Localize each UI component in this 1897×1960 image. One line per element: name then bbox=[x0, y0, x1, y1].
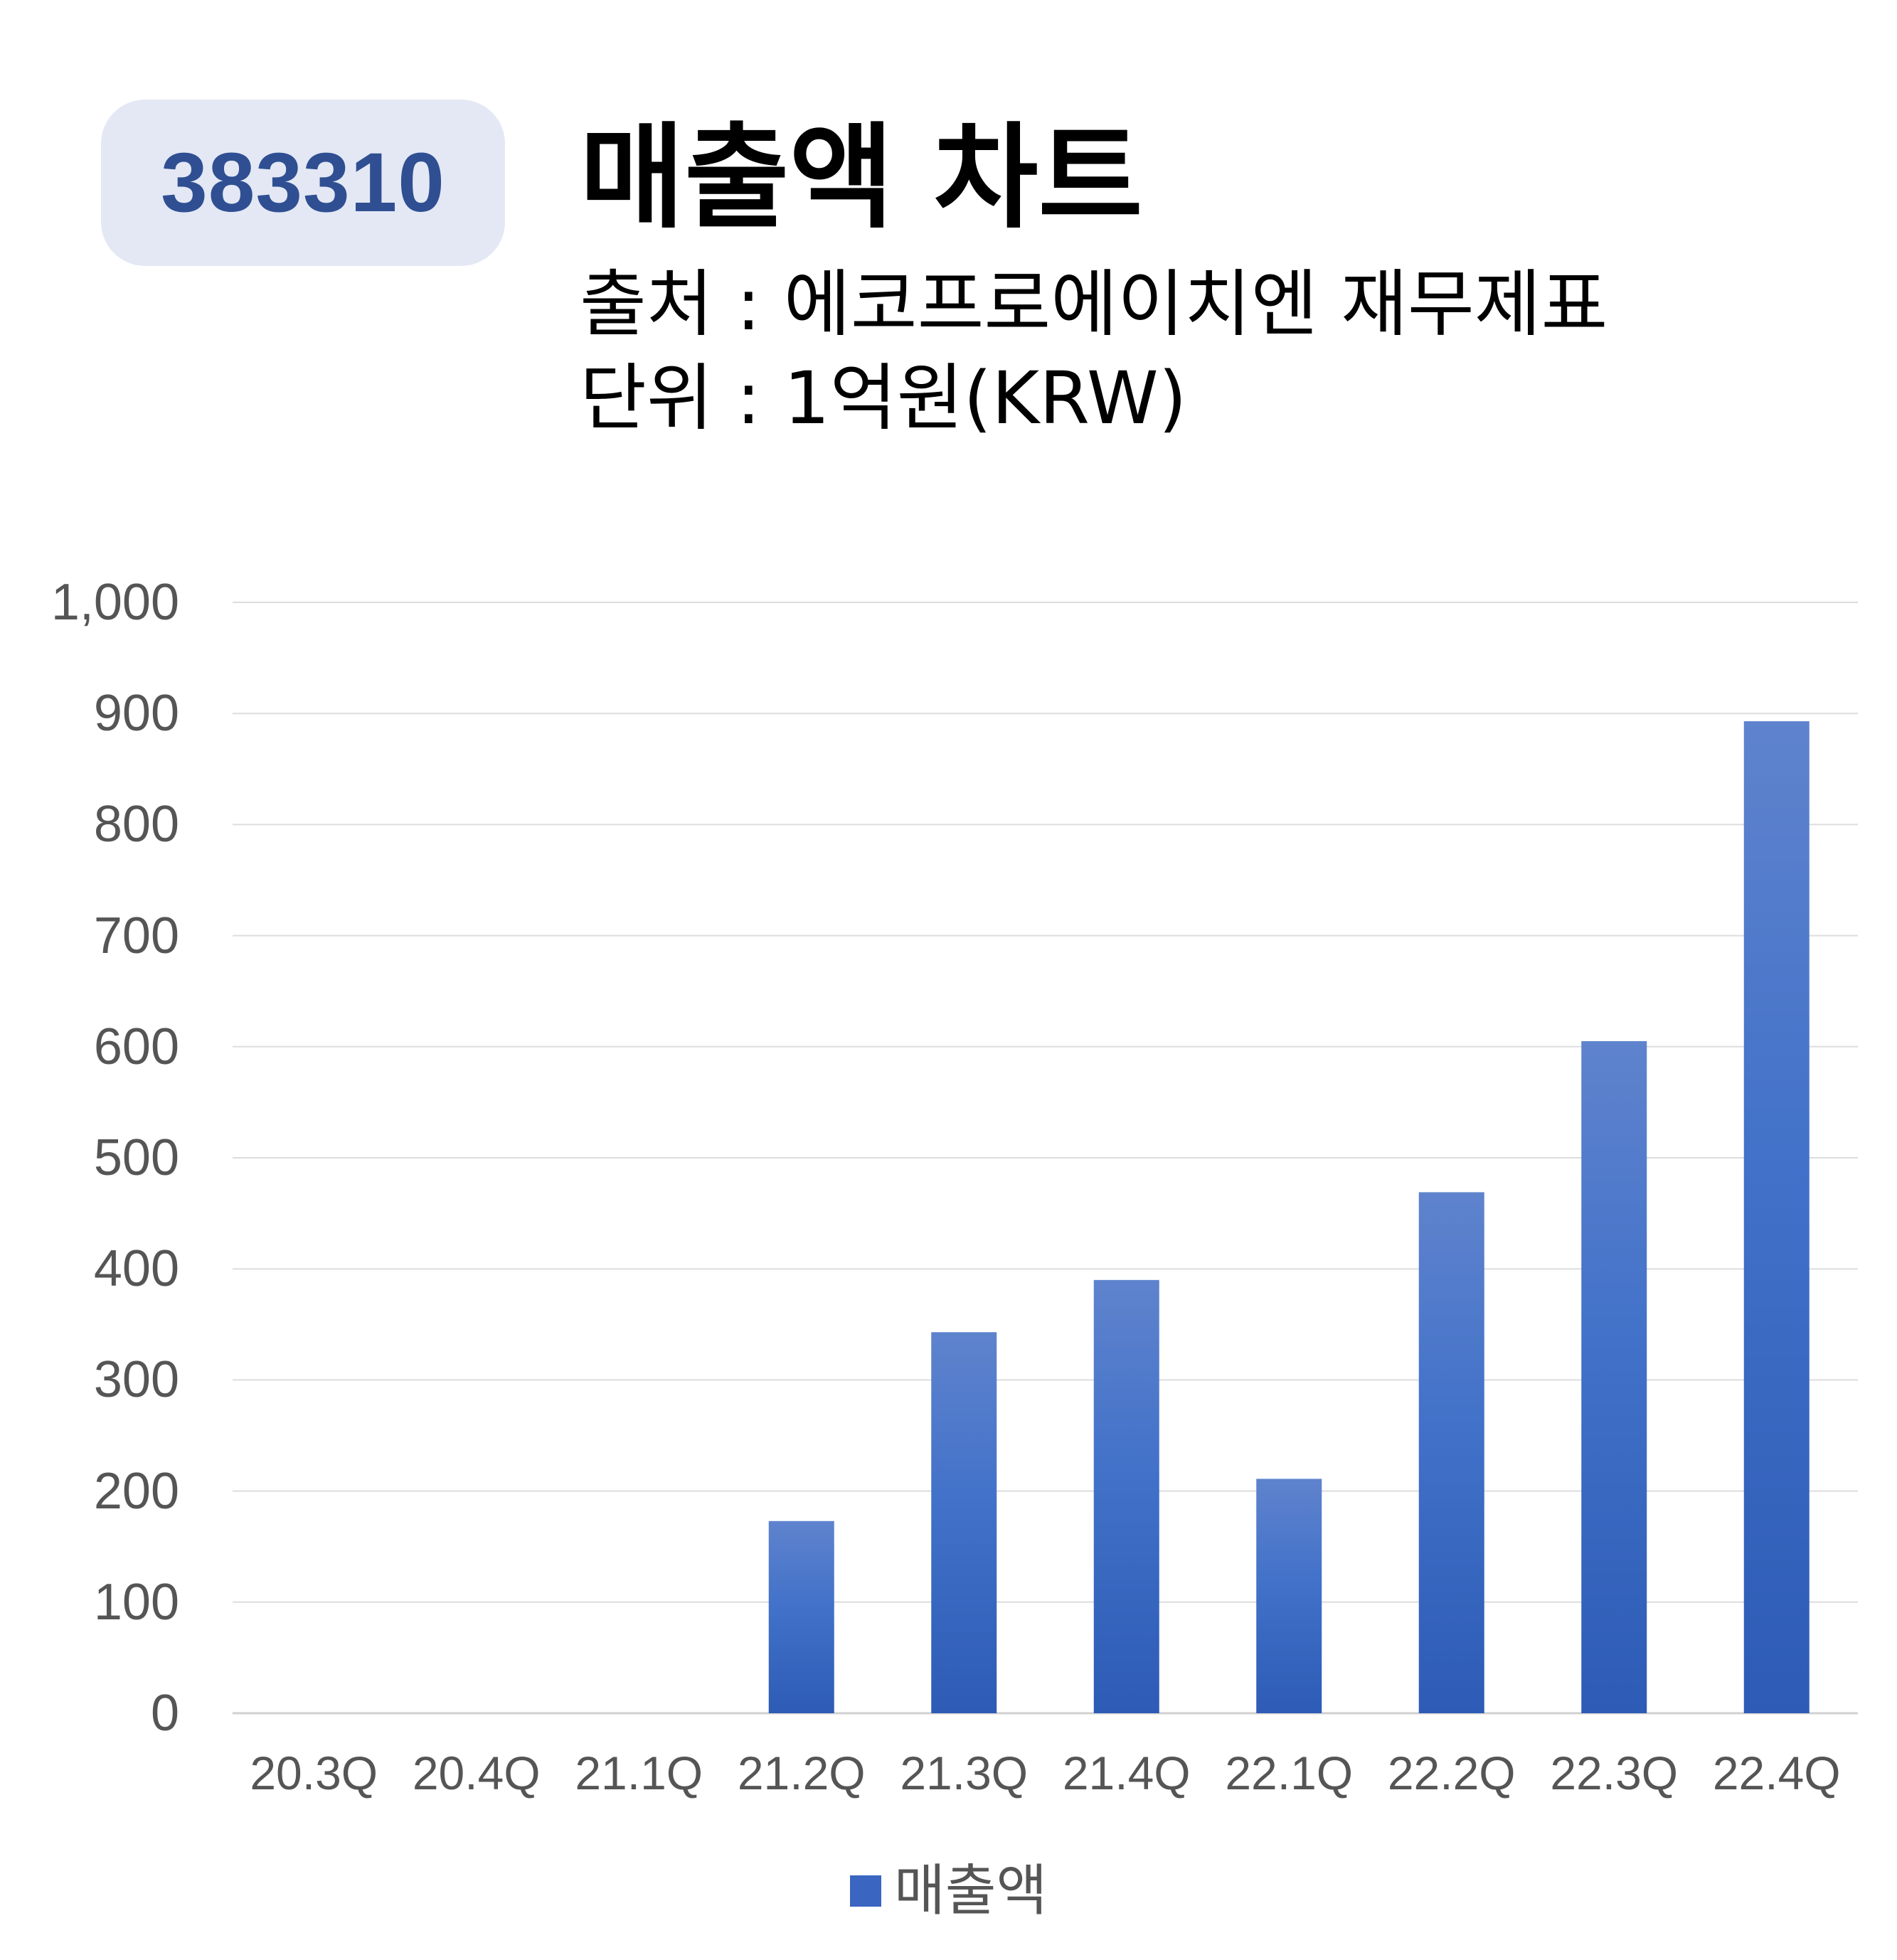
x-tick-label: 21.2Q bbox=[737, 1747, 866, 1799]
x-tick-label: 22.3Q bbox=[1550, 1747, 1679, 1799]
bar-22.3Q bbox=[1581, 1040, 1647, 1713]
y-tick-label: 800 bbox=[93, 796, 179, 853]
bar-22.1Q bbox=[1256, 1479, 1322, 1713]
x-tick-label: 21.3Q bbox=[900, 1747, 1029, 1799]
bar-22.4Q bbox=[1743, 721, 1810, 1713]
chart-title: 매출액 차트 bbox=[580, 111, 1143, 244]
y-tick-label: 400 bbox=[93, 1240, 179, 1298]
x-tick-label: 22.2Q bbox=[1387, 1747, 1516, 1799]
x-tick-label: 22.4Q bbox=[1712, 1747, 1841, 1799]
y-tick-label: 900 bbox=[93, 685, 179, 742]
y-tick-label: 100 bbox=[93, 1573, 179, 1631]
x-tick-label: 21.4Q bbox=[1062, 1747, 1191, 1799]
x-tick-label: 22.1Q bbox=[1225, 1747, 1354, 1799]
y-tick-label: 500 bbox=[93, 1129, 179, 1186]
bar-21.4Q bbox=[1093, 1279, 1159, 1713]
stock-code: 383310 bbox=[161, 136, 445, 230]
y-tick-label: 1,000 bbox=[51, 574, 179, 631]
chart-unit: 단위 : 1억원(KRW) bbox=[580, 356, 1187, 441]
x-tick-label: 21.1Q bbox=[575, 1747, 703, 1799]
chart-source: 출처 : 에코프로에이치엔 재무제표 bbox=[580, 262, 1608, 347]
y-tick-label: 0 bbox=[150, 1685, 179, 1742]
bar-21.2Q bbox=[768, 1520, 834, 1713]
x-tick-label: 20.4Q bbox=[412, 1747, 541, 1799]
y-tick-label: 600 bbox=[93, 1018, 179, 1075]
y-tick-label: 700 bbox=[93, 907, 179, 964]
legend-label: 매출액 bbox=[894, 1859, 1048, 1923]
legend-swatch bbox=[850, 1875, 881, 1907]
legend: 매출액 bbox=[850, 1863, 1047, 1919]
y-tick-label: 300 bbox=[93, 1351, 179, 1409]
x-tick-label: 20.3Q bbox=[250, 1747, 378, 1799]
y-tick-label: 200 bbox=[93, 1462, 179, 1520]
bar-21.3Q bbox=[931, 1332, 997, 1713]
bar-22.2Q bbox=[1418, 1192, 1484, 1713]
stock-code-badge: 383310 bbox=[101, 100, 505, 266]
